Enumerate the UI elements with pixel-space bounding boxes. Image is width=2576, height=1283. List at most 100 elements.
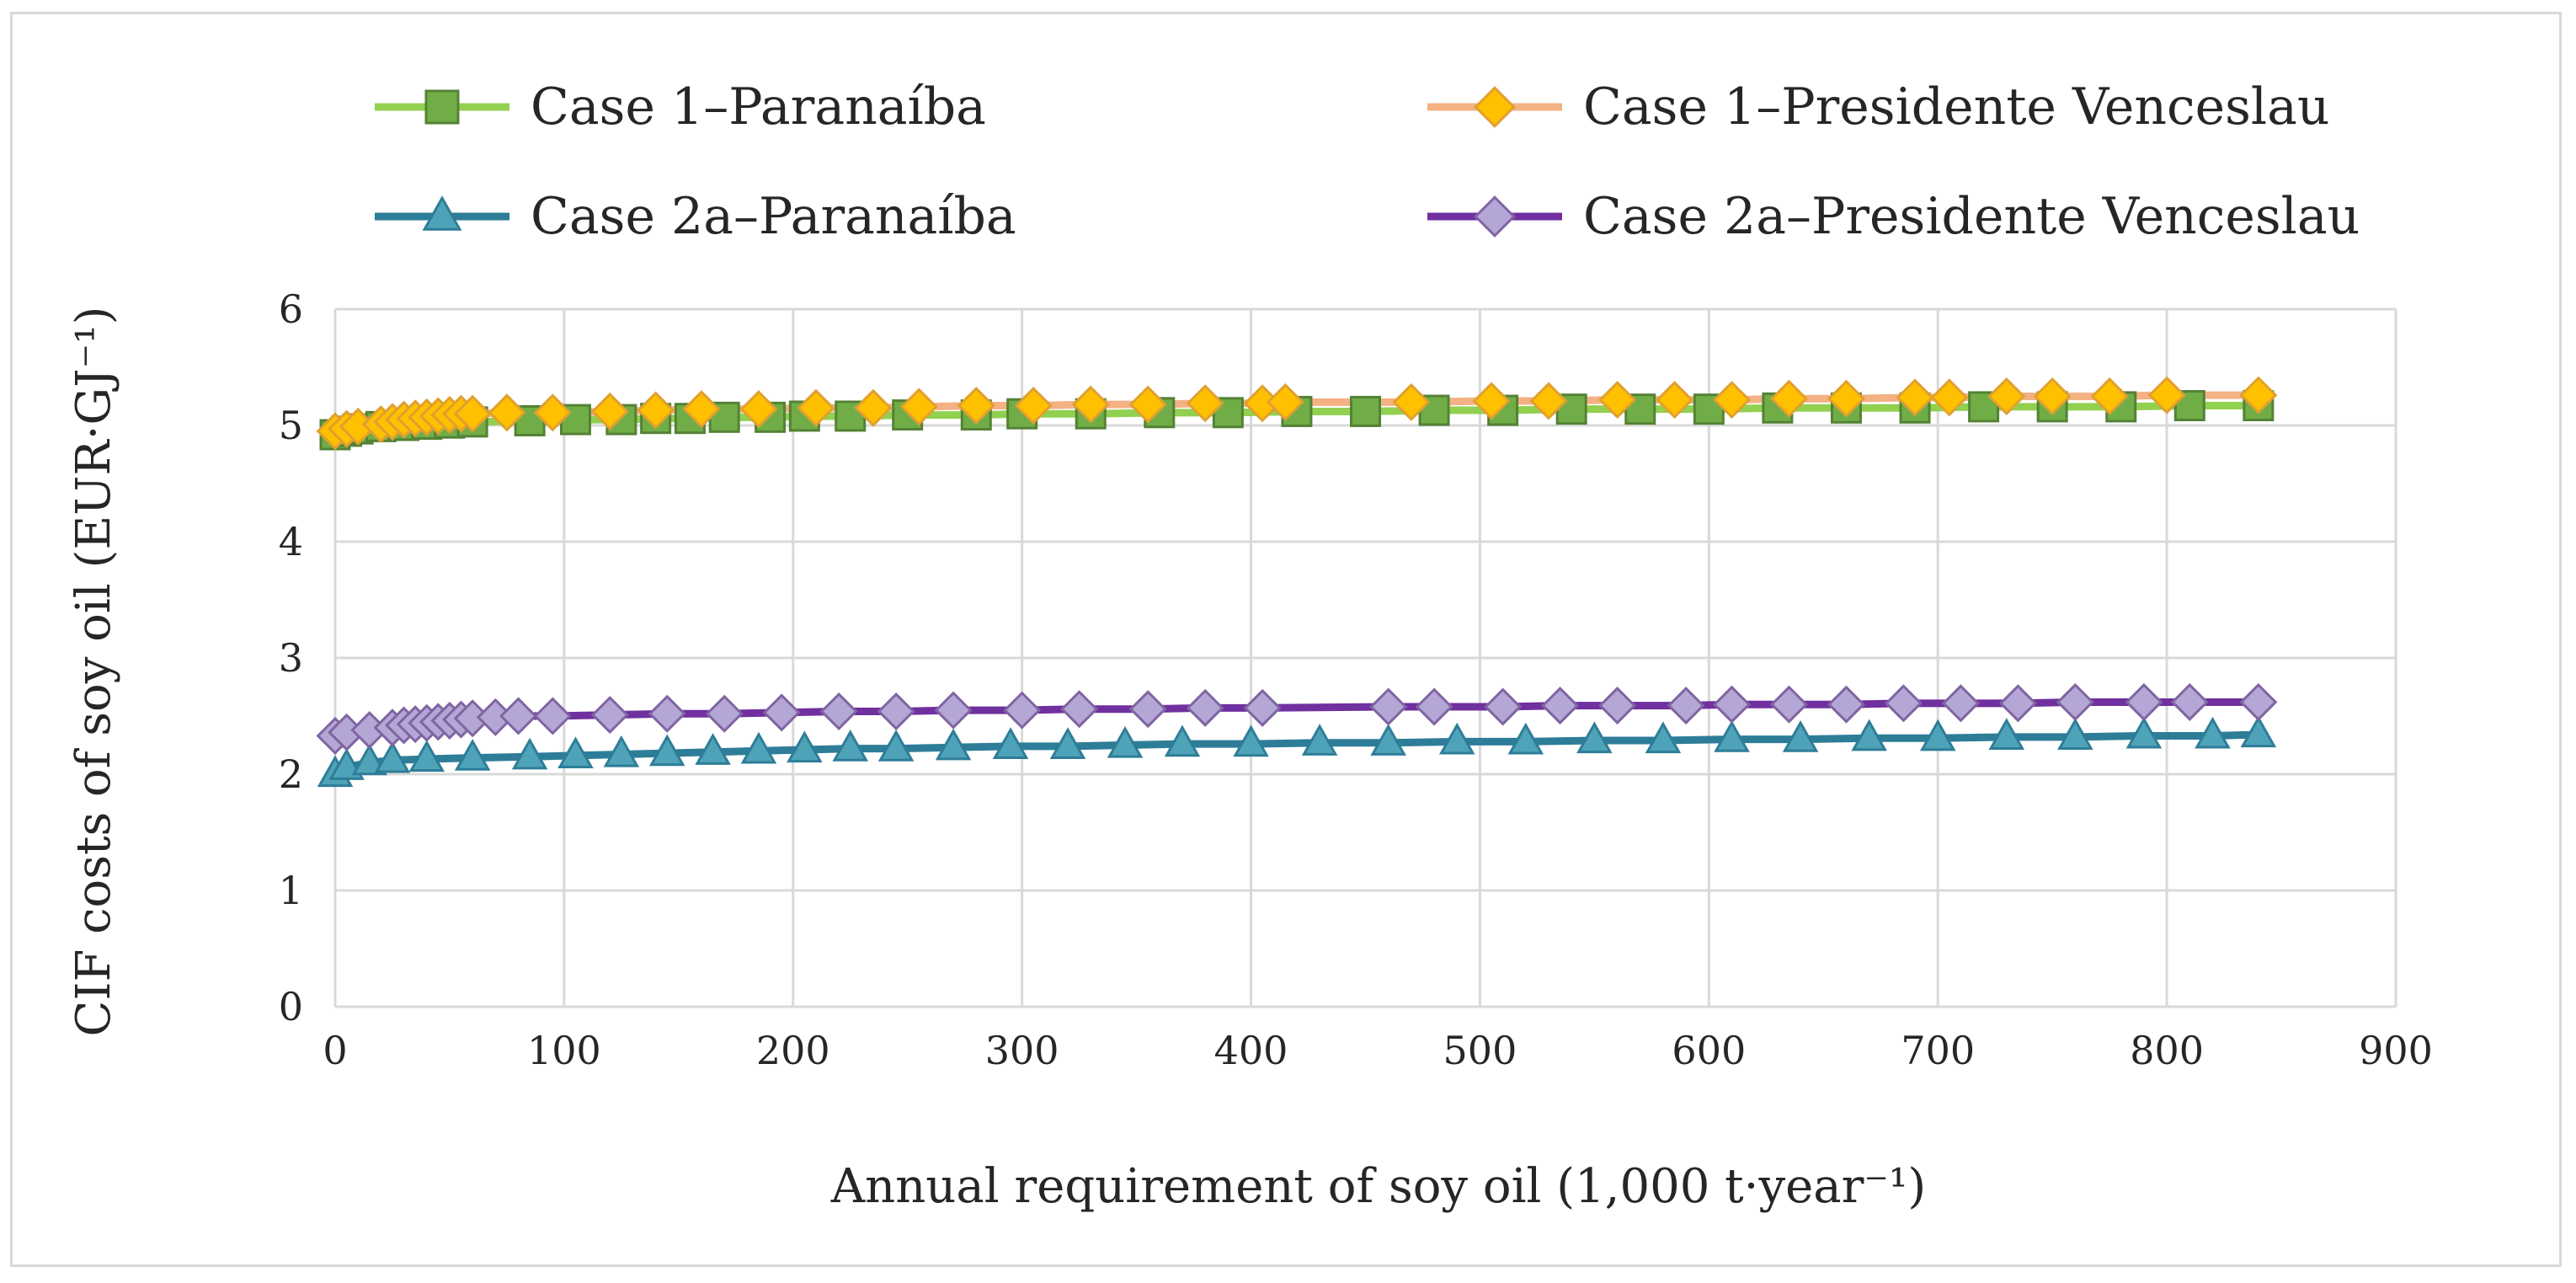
legend-marker-1 <box>1474 86 1516 128</box>
chart-frame: 0 1 2 3 4 5 6 0 100 200 300 400 500 600 700 800 900 Annu… <box>10 12 2562 1267</box>
series-1-point <box>854 388 893 427</box>
series-3-point <box>1484 687 1523 726</box>
series-1-point <box>682 390 721 429</box>
series-2-point <box>695 733 731 765</box>
series-2-point <box>2195 716 2231 749</box>
series-2-point <box>2240 715 2277 748</box>
series-2-point <box>2057 718 2093 750</box>
y-tick-label: 5 <box>279 403 303 448</box>
y-axis-title: CIF costs of soy oil (EUR·GJ⁻¹) <box>67 307 121 1037</box>
x-tick-label: 700 <box>1901 1028 1975 1073</box>
series-2-point <box>1370 724 1406 756</box>
series-3-point <box>1667 687 1705 725</box>
series-2-point <box>1576 721 1613 754</box>
series-1-point <box>1128 385 1167 424</box>
series-2-point <box>408 740 445 772</box>
series-1-point <box>957 387 995 425</box>
x-tick-label: 200 <box>756 1028 830 1073</box>
series-1-point <box>1392 382 1431 421</box>
series-3-point <box>1884 684 1923 723</box>
y-tick-label: 2 <box>279 751 303 797</box>
series-0-point <box>1350 395 1381 427</box>
series-1-point <box>453 394 492 433</box>
series-markers <box>316 376 2278 788</box>
series-1-point <box>1529 382 1568 420</box>
line-chart: 0 1 2 3 4 5 6 0 100 200 300 400 500 600 700 800 900 Annu… <box>67 78 2433 1214</box>
series-3-point <box>1941 684 1980 723</box>
series-1-point <box>590 392 629 430</box>
series-1-point <box>1472 382 1511 420</box>
series-3-point <box>1598 687 1637 725</box>
series-3-point <box>1713 685 1752 724</box>
series-1-point <box>899 388 938 426</box>
series-1-point <box>488 393 526 432</box>
series-3-point <box>1186 688 1224 727</box>
series-3-point <box>1128 690 1167 729</box>
series-3-point <box>590 696 629 735</box>
series-3-point <box>648 694 686 733</box>
series-3-point <box>2170 682 2209 721</box>
series-3-point <box>819 692 858 731</box>
series-1-point <box>1769 379 1809 418</box>
series-2-point <box>1507 722 1544 755</box>
series-2-point <box>1988 718 2025 750</box>
y-tick-label: 4 <box>279 519 303 564</box>
tick-labels: 0 1 2 3 4 5 6 0 100 200 300 400 500 600 700 800 900 <box>279 286 2433 1073</box>
y-tick-label: 3 <box>279 635 303 681</box>
series-2-point <box>1714 719 1750 752</box>
x-tick-label: 0 <box>323 1028 347 1073</box>
series-2-point <box>557 736 594 769</box>
series-2-point <box>992 727 1029 759</box>
y-tick-label: 0 <box>279 984 303 1029</box>
legend-marker-2 <box>422 195 462 231</box>
series-2-point <box>2125 716 2163 749</box>
series-2-point <box>1164 724 1201 757</box>
series-2-point <box>374 740 411 773</box>
series-2-point <box>648 734 685 767</box>
series-0-point <box>835 400 867 432</box>
legend-label-2: Case 2a–Paranaíba <box>531 187 1016 246</box>
series-2-point <box>1919 719 1956 751</box>
series-2-point <box>1049 727 1086 759</box>
series-2-point <box>1851 719 1887 751</box>
series-2-point <box>1645 721 1682 754</box>
series-2-point <box>1301 724 1338 756</box>
series-1-point <box>533 393 572 432</box>
x-tick-label: 500 <box>1443 1028 1517 1073</box>
legend-marker-3 <box>1474 195 1516 238</box>
x-tick-label: 600 <box>1672 1028 1746 1073</box>
series-1-point <box>1186 384 1224 423</box>
series-3-point <box>1998 684 2037 723</box>
series-2-point <box>1233 724 1269 757</box>
series-1-point <box>637 391 675 430</box>
series-2-point <box>603 735 640 767</box>
series-3-point <box>1060 690 1099 729</box>
series-2-point <box>787 730 823 763</box>
series-2-point <box>1438 722 1475 755</box>
series-3-point <box>1369 687 1408 726</box>
series-2-point <box>935 728 972 761</box>
series-1-point <box>1896 378 1934 417</box>
series-1-point <box>2147 376 2186 414</box>
series-3-point <box>934 691 973 730</box>
series-2-point <box>1107 725 1144 758</box>
series-0-point <box>514 404 546 436</box>
series-3-point <box>877 692 915 731</box>
x-tick-label: 400 <box>1214 1028 1288 1073</box>
x-axis-title: Annual requirement of soy oil (1,000 t·y… <box>830 1159 1927 1214</box>
series-1-point <box>1266 382 1304 421</box>
legend: Case 1–Paranaíba Case 1–Presidente Vences… <box>375 78 2360 246</box>
series-1-point <box>1014 387 1053 425</box>
x-tick-label: 800 <box>2130 1028 2204 1073</box>
series-3-point <box>533 697 572 735</box>
x-tick-label: 300 <box>985 1028 1059 1073</box>
legend-label-1: Case 1–Presidente Venceslau <box>1583 78 2330 136</box>
series-1-point <box>1827 379 1865 418</box>
series-3-point <box>1769 685 1809 724</box>
legend-marker-0 <box>424 89 460 125</box>
series-2-point <box>1782 719 1819 752</box>
legend-label-3: Case 2a–Presidente Venceslau <box>1583 187 2360 246</box>
x-tick-label: 900 <box>2359 1028 2433 1073</box>
series-2-point <box>351 743 388 776</box>
series-3-point <box>1003 691 1042 730</box>
